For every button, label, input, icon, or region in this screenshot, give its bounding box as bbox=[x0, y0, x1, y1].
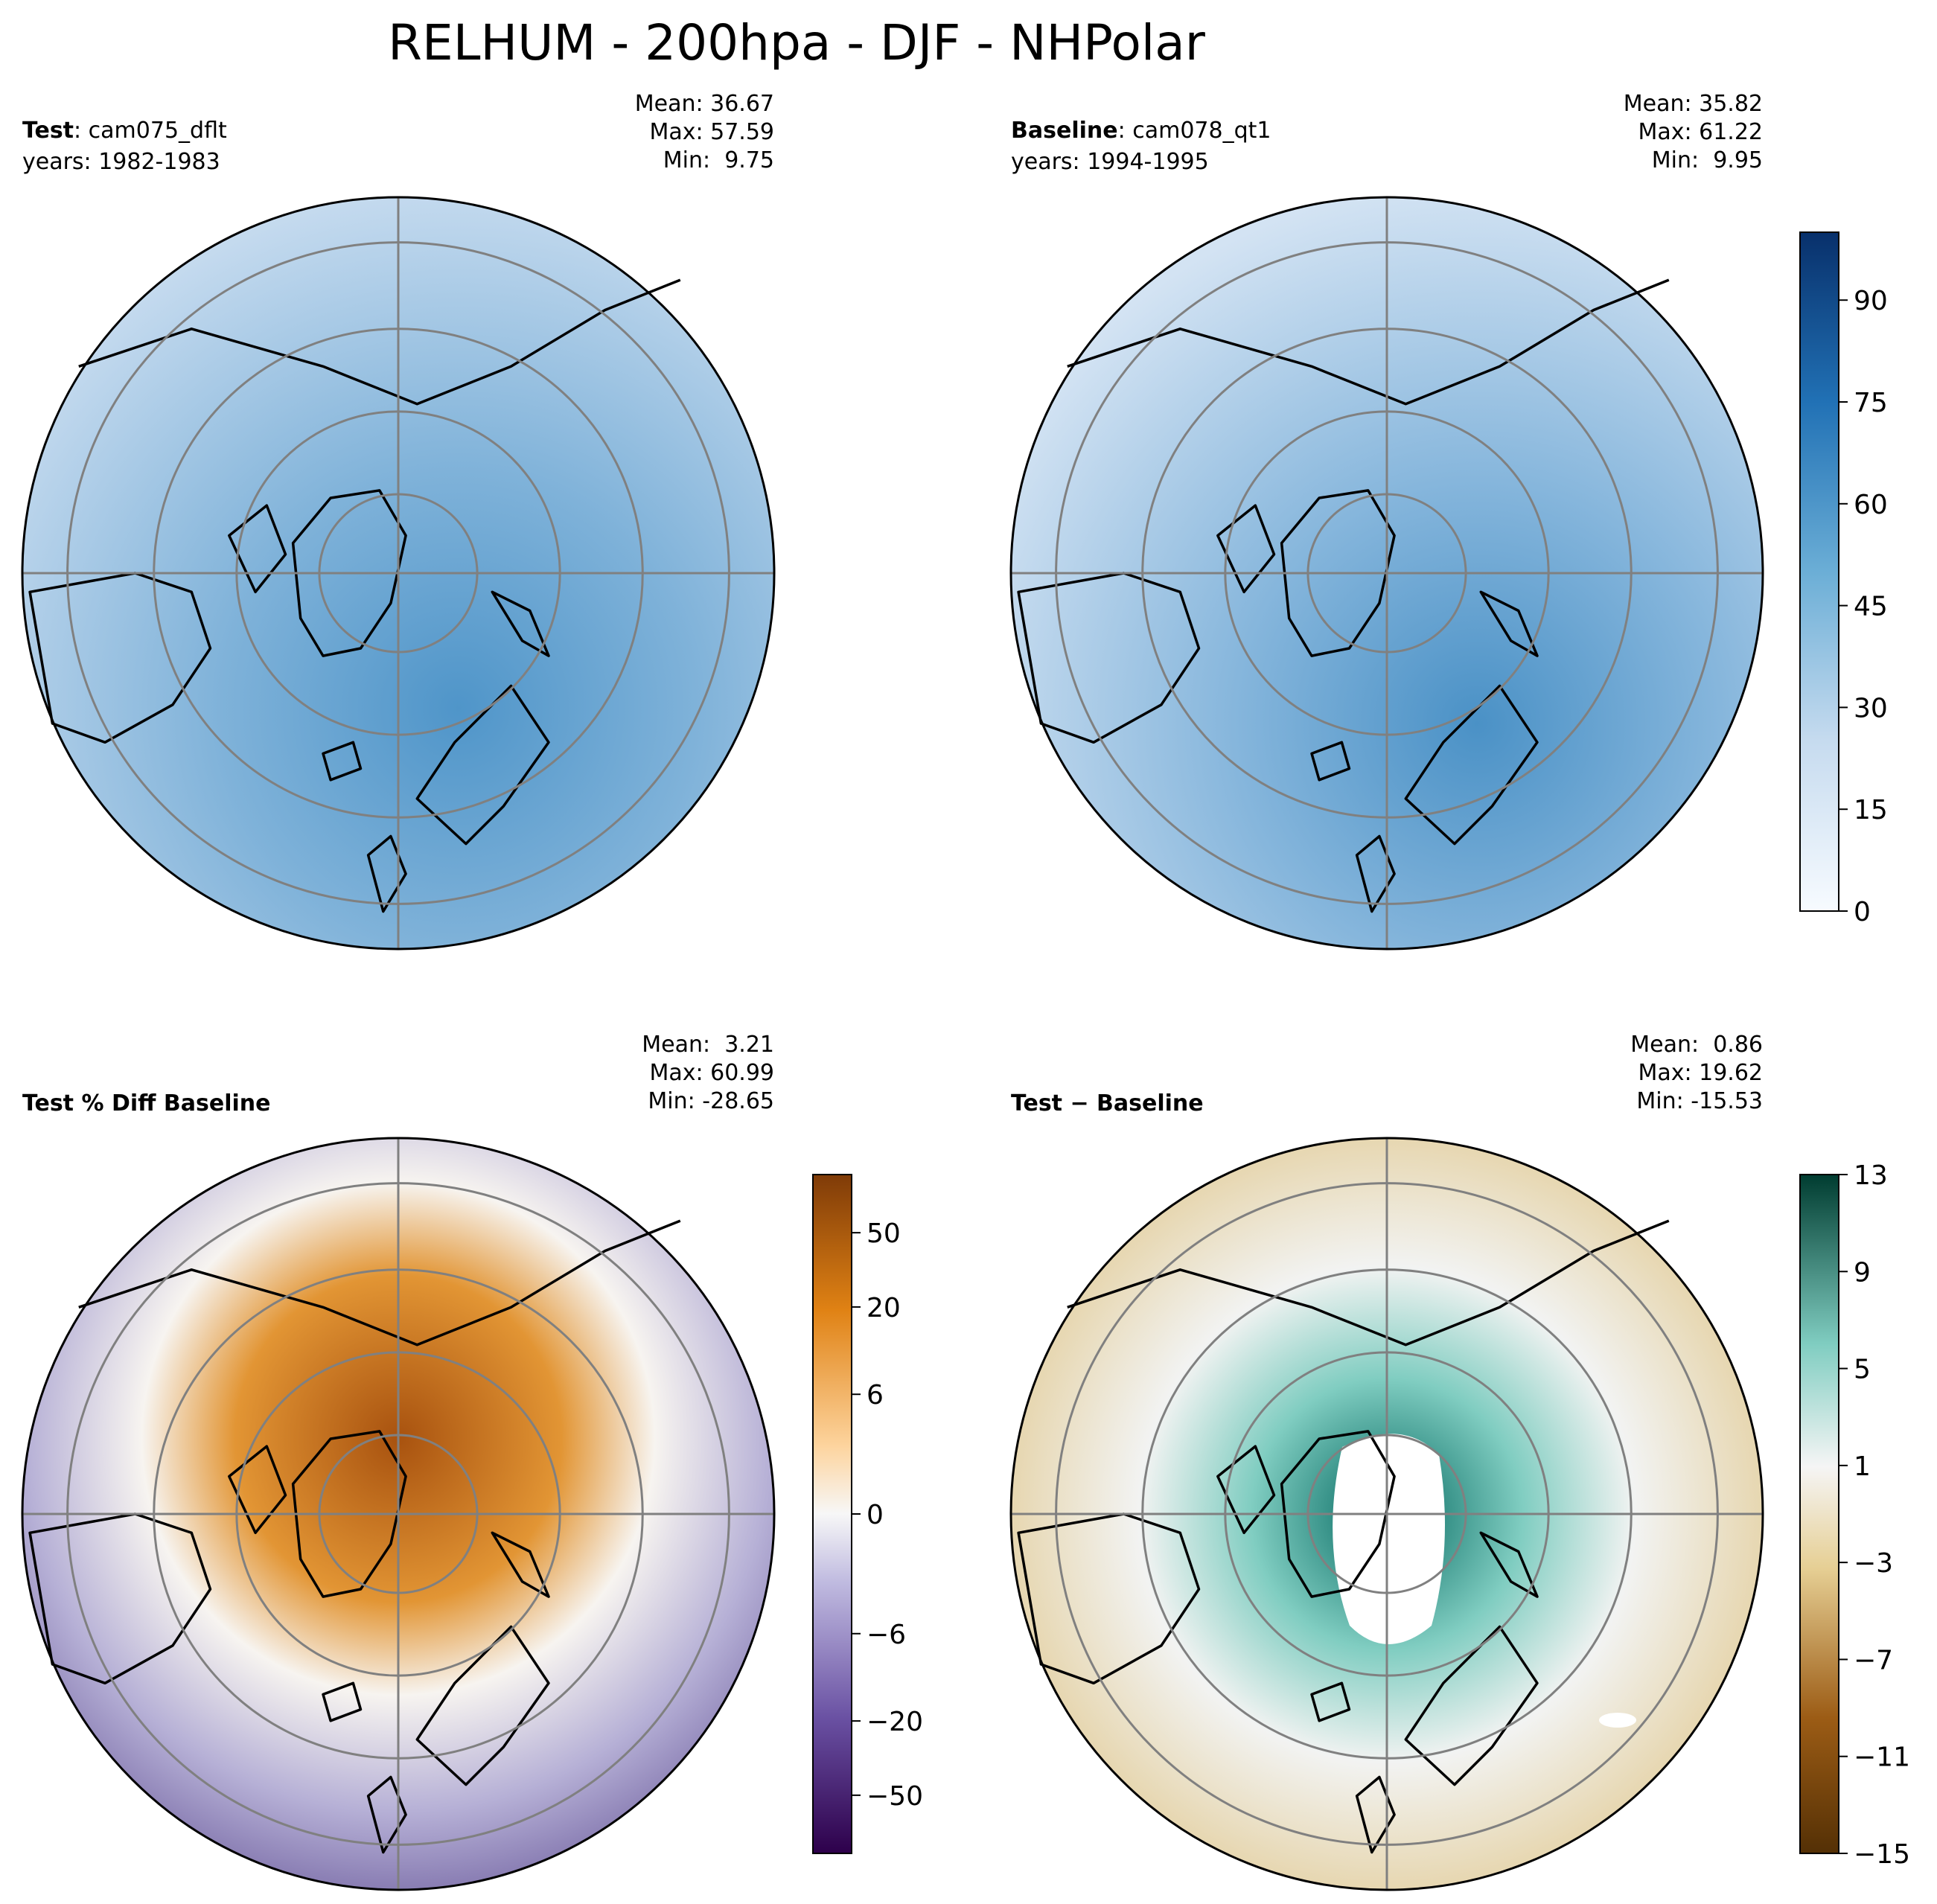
missing-data-region bbox=[1333, 1434, 1445, 1644]
coastline bbox=[1067, 278, 1670, 406]
colorbar-tick-label: −50 bbox=[867, 1781, 923, 1812]
coastline bbox=[28, 572, 212, 744]
coastline bbox=[291, 1430, 407, 1598]
coastline bbox=[1355, 1775, 1396, 1854]
colorbar-puor-bar bbox=[812, 1174, 852, 1854]
colorbar-tick-label: 15 bbox=[1854, 795, 1888, 825]
panel-label-baseline: Baseline: cam078_qt1 bbox=[1011, 118, 1271, 144]
coastline bbox=[1404, 684, 1539, 846]
colorbar-tick-label: −20 bbox=[867, 1707, 923, 1737]
coastline bbox=[1310, 1681, 1351, 1722]
colorbar-tick-label: −3 bbox=[1854, 1548, 1893, 1579]
map-boundary bbox=[1009, 196, 1764, 951]
panel-label-bold: Test % Diff Baseline bbox=[22, 1090, 271, 1116]
panel-stat: Mean: 0.86 bbox=[1630, 1032, 1763, 1058]
colorbar-tick-label: −11 bbox=[1854, 1742, 1910, 1773]
coastline bbox=[1280, 489, 1396, 657]
coastline bbox=[1355, 834, 1396, 913]
coastline bbox=[366, 1775, 407, 1854]
coastline bbox=[322, 741, 363, 782]
panel-label-rest: : cam078_qt1 bbox=[1118, 118, 1271, 144]
panel-stat: Mean: 36.67 bbox=[635, 91, 774, 117]
panel-label-rest: : cam075_dflt bbox=[74, 118, 227, 144]
coastline bbox=[1404, 1625, 1539, 1786]
missing-data-spot bbox=[1599, 1713, 1636, 1728]
colorbar-tick-label: −6 bbox=[867, 1620, 906, 1650]
colorbar-tick-label: 45 bbox=[1854, 592, 1888, 622]
colorbar-tick-label: 6 bbox=[867, 1380, 884, 1411]
panel-stat: Min: -15.53 bbox=[1636, 1088, 1763, 1114]
colorbar-tick-label: 0 bbox=[1854, 897, 1871, 927]
map-panel-test: Test: cam075_dflt years: 1982-1983 Mean: 3… bbox=[21, 91, 776, 951]
coastline bbox=[1479, 590, 1539, 657]
panel-label-test: Test: cam075_dflt bbox=[22, 118, 227, 144]
colorbar-tick-label: 50 bbox=[867, 1218, 901, 1249]
colorbar-tick-label: 5 bbox=[1854, 1355, 1871, 1385]
colorbar-puor: −50 −20 −6 0 6 20 50 bbox=[812, 1174, 923, 1854]
panel-label-diff: Test − Baseline bbox=[1011, 1090, 1204, 1116]
coastline bbox=[322, 1681, 363, 1722]
coastline bbox=[415, 684, 550, 846]
colorbar-brbg: −15 −11 −7 −3 1 5 9 13 bbox=[1799, 1160, 1910, 1870]
colorbar-tick-label: −7 bbox=[1854, 1645, 1893, 1675]
colorbar-tick-label: 9 bbox=[1854, 1257, 1871, 1288]
colorbar-tick-label: 75 bbox=[1854, 388, 1888, 418]
panel-label-bold: Test bbox=[22, 118, 74, 144]
panel-stat: Max: 57.59 bbox=[649, 119, 774, 145]
map-boundary bbox=[21, 1137, 776, 1891]
panel-years: years: 1994-1995 bbox=[1011, 149, 1209, 175]
coastline bbox=[1280, 1430, 1396, 1598]
panel-stat: Max: 60.99 bbox=[649, 1060, 774, 1086]
colorbar-blues: 0 15 30 45 60 75 90 bbox=[1799, 231, 1888, 927]
coastline bbox=[1479, 1531, 1539, 1598]
coastline bbox=[78, 278, 681, 406]
colorbar-tick-label: 13 bbox=[1854, 1160, 1888, 1191]
map-boundary bbox=[21, 196, 776, 951]
map-boundary bbox=[1009, 1137, 1764, 1891]
coastline bbox=[415, 1625, 550, 1786]
figure-title: RELHUM - 200hpa - DJF - NHPolar bbox=[388, 14, 1206, 71]
coastline bbox=[1067, 1219, 1670, 1346]
map-panel-baseline: Baseline: cam078_qt1 years: 1994-1995 Mean… bbox=[1009, 91, 1764, 951]
colorbar-blues-bar bbox=[1799, 231, 1839, 912]
coastline bbox=[491, 1531, 550, 1598]
panel-stat: Max: 19.62 bbox=[1638, 1060, 1763, 1086]
colorbar-tick-label: 60 bbox=[1854, 490, 1888, 520]
colorbar-tick-label: 20 bbox=[867, 1293, 901, 1323]
colorbar-tick-label: 90 bbox=[1854, 286, 1888, 316]
panel-label-bold: Baseline bbox=[1011, 118, 1118, 144]
panel-years: years: 1982-1983 bbox=[22, 149, 220, 175]
coastline bbox=[1310, 741, 1351, 782]
coastline bbox=[291, 489, 407, 657]
panel-stat: Min: 9.95 bbox=[1652, 147, 1763, 173]
colorbar-tick-label: 30 bbox=[1854, 693, 1888, 723]
coastline bbox=[491, 590, 550, 657]
panel-stat: Mean: 35.82 bbox=[1624, 91, 1763, 117]
panel-label-pctdiff: Test % Diff Baseline bbox=[22, 1090, 271, 1116]
coastline bbox=[366, 834, 407, 913]
colorbar-tick-label: 0 bbox=[867, 1500, 884, 1530]
colorbar-tick-label: 1 bbox=[1854, 1451, 1871, 1482]
colorbar-tick-label: −15 bbox=[1854, 1839, 1910, 1870]
colorbar-brbg-bar bbox=[1799, 1174, 1839, 1854]
coastline bbox=[28, 1512, 212, 1685]
panel-label-bold: Test − Baseline bbox=[1011, 1090, 1204, 1116]
panel-stat: Max: 61.22 bbox=[1638, 119, 1763, 145]
panel-stat: Min: 9.75 bbox=[663, 147, 774, 173]
panel-stat: Mean: 3.21 bbox=[642, 1032, 774, 1058]
coastline bbox=[1017, 572, 1201, 744]
coastline bbox=[1017, 1512, 1201, 1685]
coastline bbox=[78, 1219, 681, 1346]
panel-stat: Min: -28.65 bbox=[648, 1088, 774, 1114]
